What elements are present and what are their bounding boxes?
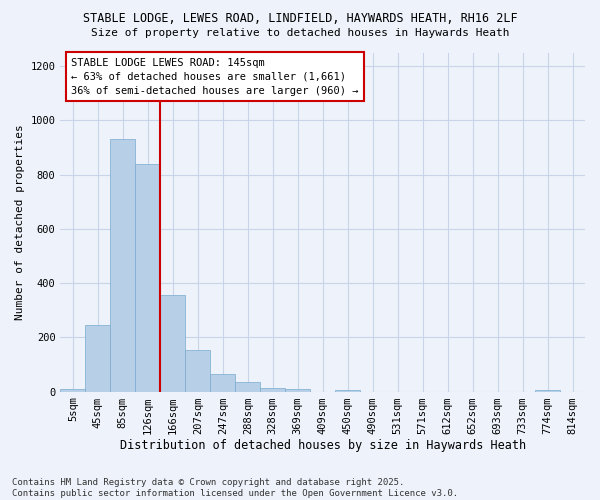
Bar: [185, 350, 210, 392]
Bar: [210, 374, 235, 392]
Bar: [535, 390, 560, 392]
Bar: [85, 324, 110, 392]
X-axis label: Distribution of detached houses by size in Haywards Heath: Distribution of detached houses by size …: [119, 440, 526, 452]
Y-axis label: Number of detached properties: Number of detached properties: [15, 124, 25, 320]
Text: STABLE LODGE LEWES ROAD: 145sqm
← 63% of detached houses are smaller (1,661)
36%: STABLE LODGE LEWES ROAD: 145sqm ← 63% of…: [71, 58, 358, 96]
Bar: [136, 164, 160, 392]
Text: Contains HM Land Registry data © Crown copyright and database right 2025.
Contai: Contains HM Land Registry data © Crown c…: [12, 478, 458, 498]
Bar: [335, 390, 360, 392]
Bar: [110, 140, 136, 392]
Bar: [235, 382, 260, 392]
Text: STABLE LODGE, LEWES ROAD, LINDFIELD, HAYWARDS HEATH, RH16 2LF: STABLE LODGE, LEWES ROAD, LINDFIELD, HAY…: [83, 12, 517, 26]
Bar: [61, 390, 85, 392]
Bar: [285, 389, 310, 392]
Text: Size of property relative to detached houses in Haywards Heath: Size of property relative to detached ho…: [91, 28, 509, 38]
Bar: [160, 296, 185, 392]
Bar: [260, 388, 285, 392]
